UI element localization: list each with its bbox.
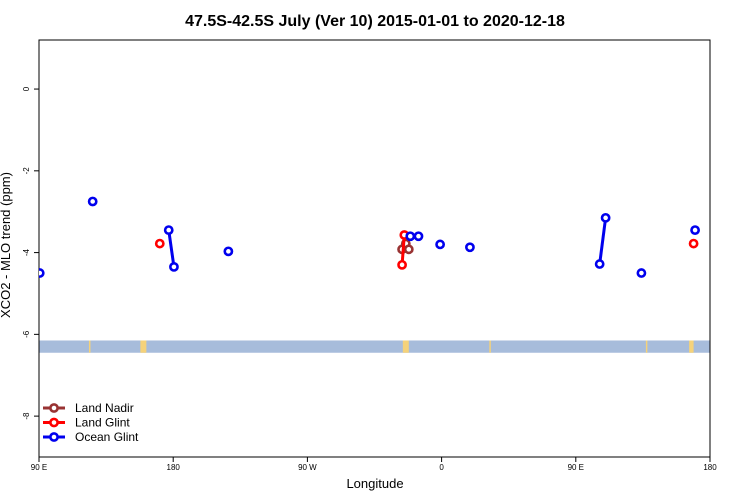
x-tick-label: 90 W [298,463,317,472]
ocean-strip [39,340,710,353]
chart-title: 47.5S-42.5S July (Ver 10) 2015-01-01 to … [185,13,565,30]
data-point [405,231,416,242]
x-tick-label: 90 E [31,463,47,472]
land-patch [489,340,491,353]
data-point [87,196,98,207]
y-tick-label: -4 [22,248,31,256]
legend-item: Ocean Glint [43,430,139,444]
series-line [400,234,406,265]
data-point [636,268,647,278]
data-point [154,238,165,249]
y-tick-label: -8 [22,412,31,420]
y-tick-label: -6 [22,330,31,338]
land-patch [402,340,409,353]
data-point [735,198,742,205]
series-land-nadir [397,238,414,255]
x-axis: 90 E 180 90 W 0 90 E 180 [31,457,717,472]
legend-item: Land Glint [43,416,130,430]
data-point [39,268,45,278]
series-ocean-glint [39,196,742,278]
legend-label: Land Nadir [75,401,134,415]
data-point [435,239,446,250]
data-point [690,225,700,236]
x-tick-label: 0 [439,463,444,472]
legend-marker [49,432,59,442]
data-point [169,261,179,272]
series-land-glint [154,230,699,270]
y-tick-label: 0 [22,86,31,91]
plot-frame [38,39,711,458]
series-layer [39,196,742,278]
land-patch [88,340,91,353]
series-line [167,229,176,268]
data-point [403,244,414,255]
x-tick-label: 180 [167,463,181,472]
data-point [600,212,611,223]
land-patch [645,340,648,353]
x-tick-label: 90 E [568,463,584,472]
data-point [397,259,407,270]
legend-item: Land Nadir [43,401,134,415]
legend-label: Land Glint [75,416,130,430]
data-point [223,246,234,257]
y-axis: 0 -2 -4 -6 -8 [22,86,39,420]
data-point [594,259,605,269]
data-point [163,225,174,236]
x-axis-label: Longitude [346,476,403,491]
y-tick-label: -2 [22,167,31,175]
y-axis-label: XCO2 - MLO trend (ppm) [0,172,13,318]
data-point [465,242,475,253]
land-patch [689,340,694,353]
land-band [39,340,710,353]
legend-marker [49,417,59,428]
legend-label: Ocean Glint [75,430,139,444]
legend-marker [49,403,59,413]
data-point [413,231,424,242]
series-line [598,217,608,265]
data-point [688,238,699,249]
land-patch [140,340,147,353]
x-tick-label: 180 [703,463,717,472]
